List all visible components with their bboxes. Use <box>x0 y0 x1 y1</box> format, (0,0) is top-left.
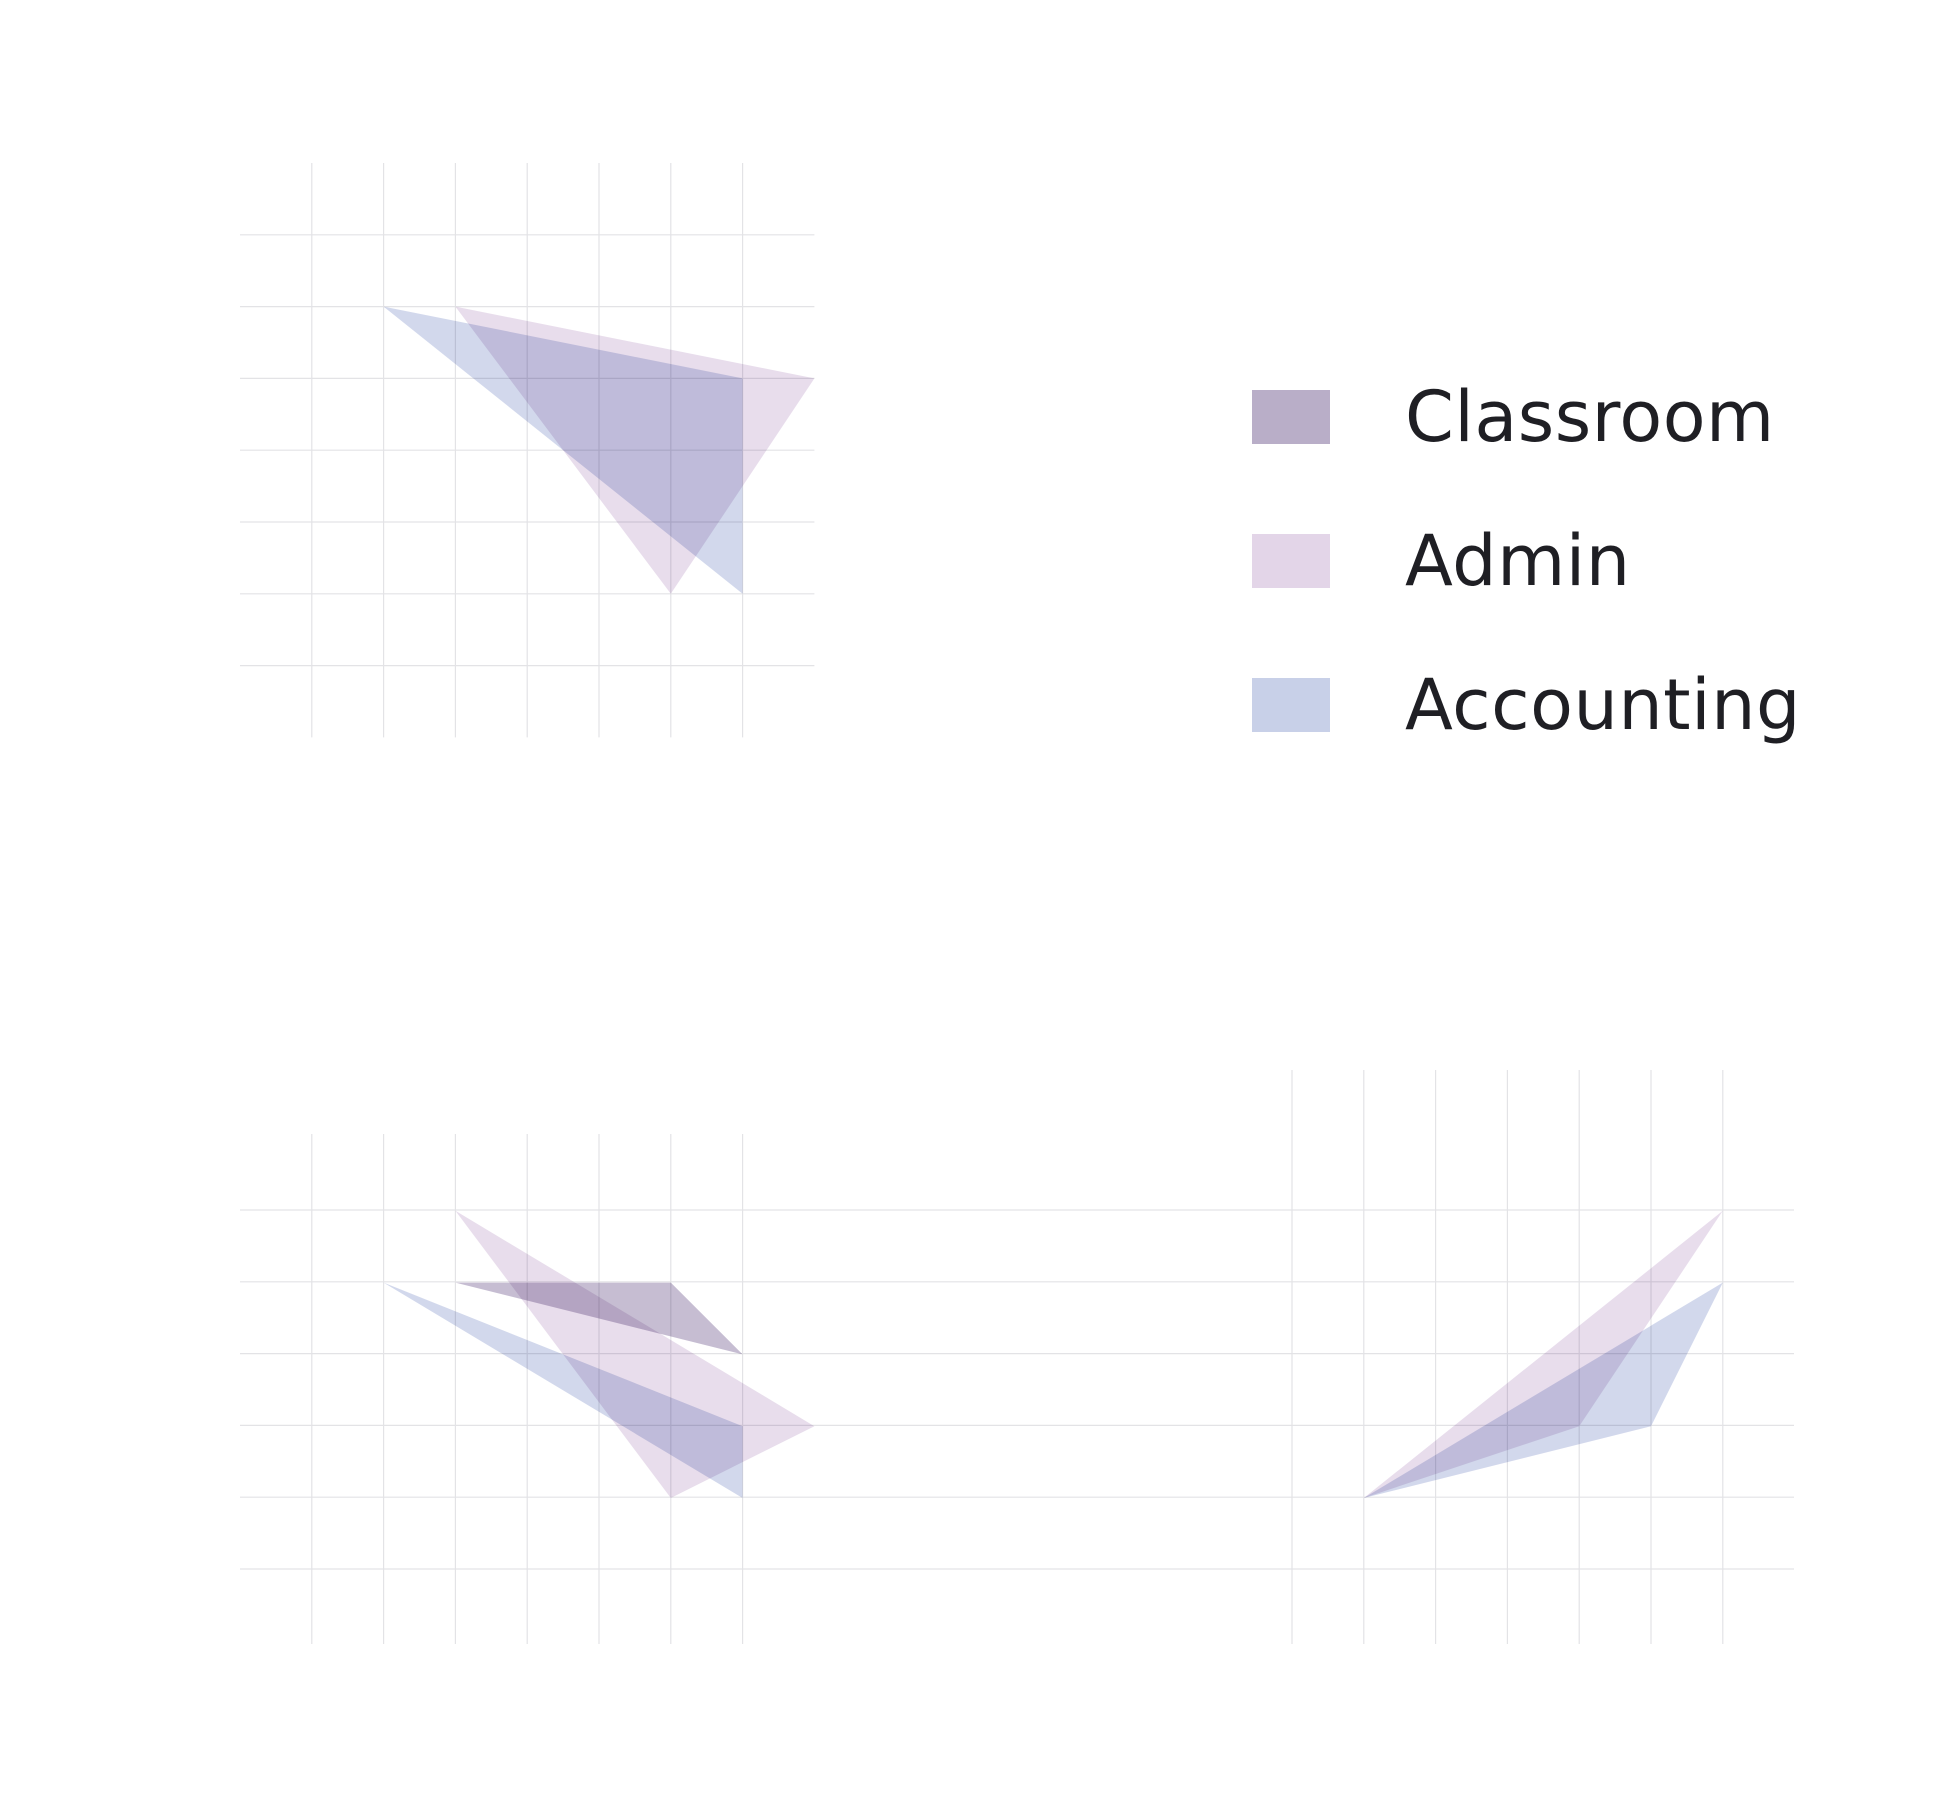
legend-label-classroom: Classroom <box>1405 376 1775 458</box>
legend-swatch-admin <box>1252 534 1330 588</box>
shape-admin-panel-1 <box>455 306 815 594</box>
shape-accounting-panel-3 <box>1363 1282 1723 1498</box>
legend-swatch-accounting <box>1252 678 1330 732</box>
legend-swatch-classroom <box>1252 390 1330 444</box>
legend-item-classroom: Classroom <box>1252 345 1801 489</box>
shape-layer <box>383 306 1723 1498</box>
legend-label-accounting: Accounting <box>1405 664 1801 746</box>
legend-label-admin: Admin <box>1405 520 1631 602</box>
legend: Classroom Admin Accounting <box>1252 345 1801 777</box>
shape-admin-panel-3 <box>1363 1210 1723 1498</box>
legend-item-admin: Admin <box>1252 489 1801 633</box>
legend-item-accounting: Accounting <box>1252 633 1801 777</box>
shape-accounting-panel-2 <box>383 1282 743 1498</box>
